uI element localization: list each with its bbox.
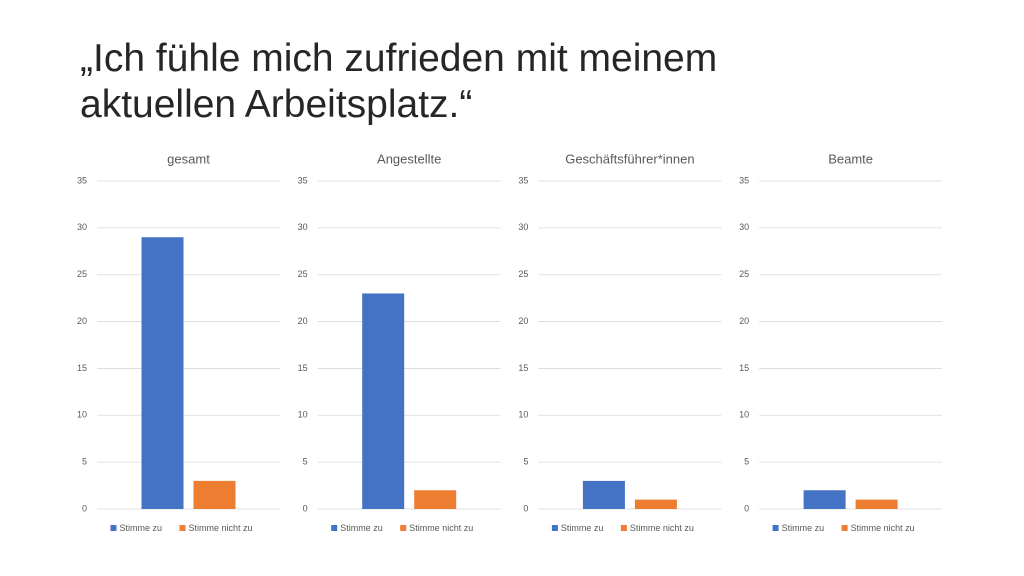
y-tick-label: 20 [298, 316, 308, 326]
chart-title: Angestellte [377, 151, 441, 166]
y-tick-label: 0 [744, 503, 749, 513]
bar [855, 499, 898, 509]
chart-title: Geschäftsführer*innen [565, 151, 694, 166]
y-tick-label: 25 [518, 269, 528, 279]
y-tick-label: 25 [298, 269, 308, 279]
y-tick-label: 30 [739, 222, 749, 232]
legend-swatch [400, 525, 407, 531]
legend-swatch [110, 525, 117, 531]
legend-swatch [620, 525, 627, 531]
y-tick-label: 5 [523, 457, 528, 467]
y-tick-label: 15 [298, 363, 308, 373]
y-tick-label: 20 [518, 316, 528, 326]
bar [582, 480, 625, 509]
legend-label: Stimme zu [782, 523, 825, 533]
legend-swatch [841, 525, 848, 531]
slide-title: „Ich fühle mich zufrieden mit meinem akt… [80, 37, 718, 126]
y-tick-label: 15 [739, 363, 749, 373]
y-tick-label: 35 [77, 175, 87, 185]
y-tick-label: 10 [77, 410, 87, 420]
y-tick-label: 15 [518, 363, 528, 373]
y-tick-label: 25 [739, 269, 749, 279]
y-tick-label: 20 [739, 316, 749, 326]
legend-swatch [551, 525, 558, 531]
y-tick-label: 35 [298, 175, 308, 185]
chart-title: gesamt [167, 151, 210, 166]
y-tick-label: 5 [82, 457, 87, 467]
bar [193, 480, 236, 509]
legend-swatch [772, 525, 779, 531]
legend-swatch [179, 525, 186, 531]
legend-label: Stimme zu [340, 523, 383, 533]
y-tick-label: 10 [298, 410, 308, 420]
y-tick-label: 25 [77, 269, 87, 279]
legend-label: Stimme nicht zu [409, 523, 473, 533]
legend-label: Stimme nicht zu [851, 523, 915, 533]
y-tick-label: 20 [77, 316, 87, 326]
y-tick-label: 15 [77, 363, 87, 373]
bar [803, 490, 846, 509]
bar [141, 237, 184, 509]
y-tick-label: 30 [298, 222, 308, 232]
y-tick-label: 30 [77, 222, 87, 232]
y-tick-label: 35 [518, 175, 528, 185]
y-tick-label: 30 [518, 222, 528, 232]
legend-label: Stimme zu [120, 523, 163, 533]
y-tick-label: 10 [739, 410, 749, 420]
y-tick-label: 0 [82, 503, 87, 513]
bar [414, 490, 457, 509]
y-tick-label: 35 [739, 175, 749, 185]
y-tick-label: 5 [303, 457, 308, 467]
y-tick-label: 10 [518, 410, 528, 420]
legend-label: Stimme nicht zu [630, 523, 694, 533]
legend-label: Stimme zu [561, 523, 604, 533]
y-tick-label: 5 [744, 457, 749, 467]
y-tick-label: 0 [523, 503, 528, 513]
legend-swatch [331, 525, 338, 531]
chart-title: Beamte [828, 151, 873, 166]
legend-label: Stimme nicht zu [189, 523, 253, 533]
bar [362, 293, 405, 509]
y-tick-label: 0 [303, 503, 308, 513]
bar [634, 499, 677, 509]
